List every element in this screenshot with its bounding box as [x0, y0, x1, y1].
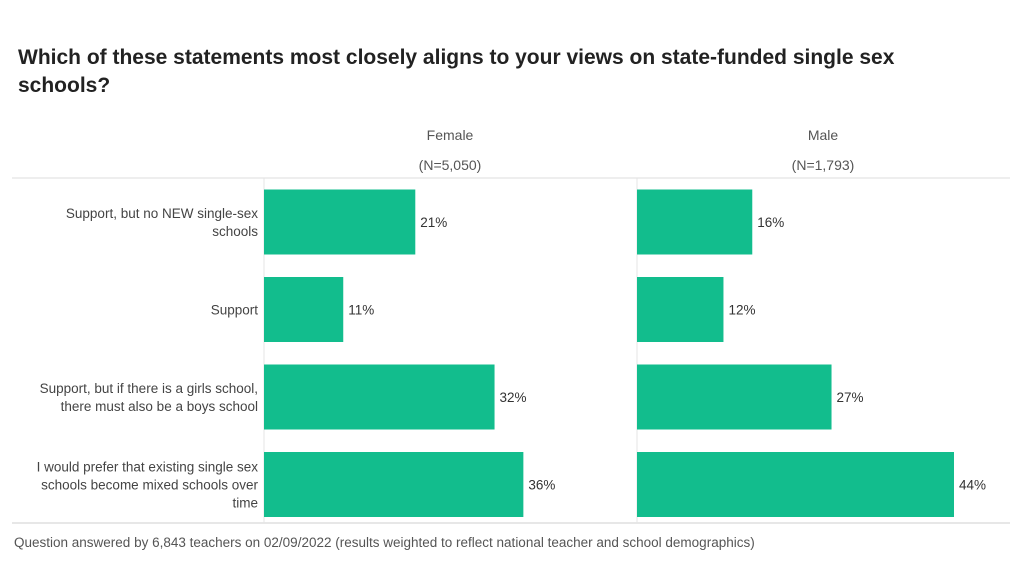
chart-title: Which of these statements most closely a…: [18, 46, 895, 97]
data-label-2-2: 12%: [728, 303, 755, 318]
bar-2-3: [637, 364, 832, 430]
data-label-2-3: 27%: [837, 390, 864, 405]
category-label-4-line-2: schools become mixed schools over: [41, 478, 258, 493]
bar-1-3: [264, 364, 495, 430]
category-label-4-line-1: I would prefer that existing single sex: [37, 460, 259, 475]
category-label-4-line-3: time: [232, 496, 258, 511]
data-label-2-4: 44%: [959, 478, 986, 493]
footnote: Question answered by 6,843 teachers on 0…: [14, 535, 755, 550]
category-label-3-line-2: there must also be a boys school: [61, 399, 258, 414]
data-label-1-3: 32%: [500, 390, 527, 405]
category-label-3-line-1: Support, but if there is a girls school,: [40, 381, 258, 396]
series-name-2: Male: [808, 127, 839, 143]
data-label-2-1: 16%: [757, 215, 784, 230]
bar-2-1: [637, 189, 753, 255]
bar-1-4: [264, 452, 524, 517]
category-label-2-line-1: Support: [211, 303, 259, 318]
bar-2-2: [637, 277, 724, 342]
data-label-1-1: 21%: [420, 215, 447, 230]
series-name-1: Female: [427, 127, 474, 143]
series-n-label-1: (N=5,050): [419, 157, 482, 173]
data-label-1-2: 11%: [348, 303, 374, 318]
bar-1-2: [264, 277, 344, 342]
bar-2-4: [637, 452, 954, 517]
category-label-1-line-1: Support, but no NEW single-sex: [66, 206, 258, 221]
series-n-label-2: (N=1,793): [792, 157, 855, 173]
category-label-1-line-2: schools: [212, 224, 258, 239]
bar-1-1: [264, 189, 416, 255]
data-label-1-4: 36%: [528, 478, 555, 493]
